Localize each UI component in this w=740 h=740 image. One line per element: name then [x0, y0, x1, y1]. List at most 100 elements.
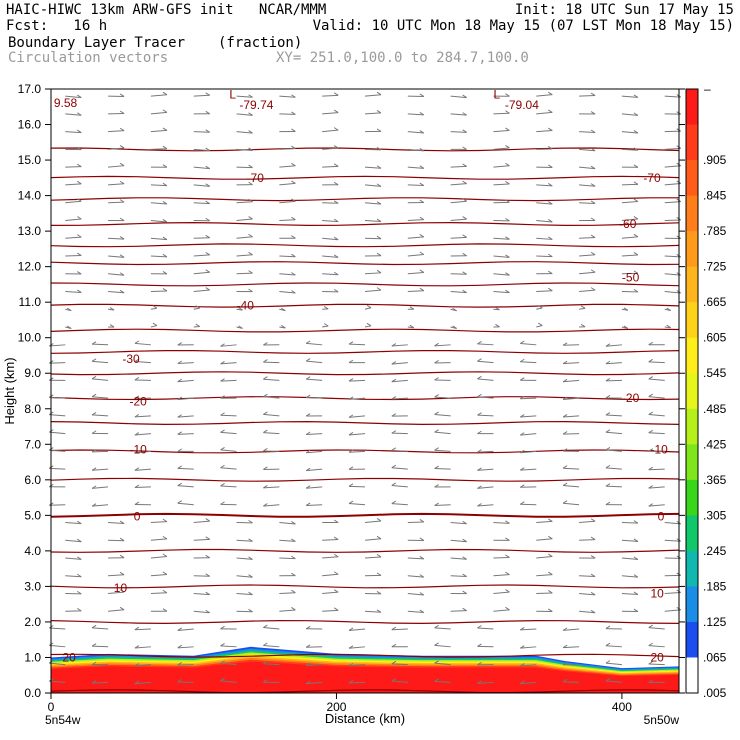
wind-vector: [220, 360, 237, 365]
wind-vector: [348, 679, 366, 684]
wind-vector: [648, 624, 665, 630]
colorbar-label: .125: [703, 615, 727, 629]
wind-vector: [263, 679, 280, 683]
wind-vector-head: [205, 536, 210, 540]
wind-vector-head: [291, 607, 296, 611]
x-tick-label: 200: [326, 700, 346, 714]
wind-vector: [477, 375, 494, 381]
wind-vector-head: [434, 411, 439, 415]
wind-vector-shaft: [477, 343, 494, 346]
wind-vector-head: [134, 626, 140, 631]
wind-vector: [193, 165, 210, 170]
wind-vector: [49, 642, 66, 648]
wind-vector-head: [605, 377, 611, 382]
wind-vector-head: [452, 307, 457, 312]
wind-vector-head: [119, 589, 125, 593]
wind-vector: [391, 500, 408, 506]
wind-vector-shaft: [477, 378, 494, 381]
wind-vector: [65, 520, 82, 525]
wind-vector: [407, 111, 425, 116]
wind-vector-shaft: [322, 112, 339, 115]
wind-vector-head: [562, 644, 568, 649]
y-tick-label: 0.0: [24, 686, 41, 700]
wind-vector-shaft: [493, 273, 510, 276]
wind-vector-shaft: [150, 325, 158, 328]
y-tick-label: 13.0: [18, 224, 42, 238]
wind-vector-head: [119, 180, 125, 185]
x-axis-title: Distance (km): [325, 711, 405, 726]
wind-vector: [407, 165, 425, 169]
wind-vector-shaft: [322, 325, 329, 328]
wind-vector: [150, 127, 168, 133]
wind-vector-head: [263, 466, 268, 470]
wind-vector: [364, 590, 382, 595]
wind-vector-head: [91, 430, 97, 434]
wind-vector-shaft: [364, 538, 382, 541]
wind-vector: [263, 466, 280, 470]
wind-vector: [220, 378, 237, 382]
wind-vector: [193, 92, 210, 97]
wind-vector-shaft: [579, 289, 596, 293]
colorbar-swatch: [686, 160, 698, 197]
wind-vector: [520, 449, 537, 454]
wind-vector: [621, 288, 639, 293]
wind-vector-shaft: [563, 415, 580, 418]
wind-vector-head: [633, 164, 639, 168]
header-valid-time: Valid: 10 UTC Mon 18 May 15 (07 LST Mon …: [312, 18, 734, 34]
wind-vector-head: [391, 396, 397, 400]
wind-vector: [108, 180, 125, 186]
wind-vector-head: [605, 642, 611, 647]
wind-vector: [364, 128, 382, 133]
wind-vector: [65, 556, 82, 560]
wind-vector-shaft: [520, 646, 537, 649]
wind-vector-shaft: [621, 593, 638, 595]
wind-vector: [177, 662, 194, 666]
wind-vector-head: [333, 607, 339, 611]
wind-vector-head: [205, 92, 210, 96]
wind-vector-shaft: [322, 573, 339, 577]
colorbar-label: .785: [703, 224, 727, 238]
contour-label: 0: [658, 509, 665, 523]
colorbar-swatch: [686, 195, 698, 232]
wind-vector-head: [305, 449, 311, 454]
wind-vector: [562, 661, 580, 666]
wind-vector: [150, 305, 158, 310]
wind-vector-head: [505, 162, 510, 167]
wind-vector-shaft: [621, 183, 638, 186]
wind-vector-head: [333, 145, 339, 149]
wind-vector: [493, 272, 510, 276]
wind-vector-shaft: [648, 361, 665, 364]
wind-vector: [193, 183, 210, 187]
wind-vector-head: [391, 643, 397, 648]
wind-vector-head: [134, 680, 140, 685]
wind-vector: [65, 94, 82, 99]
wind-vector-head: [162, 109, 168, 113]
wind-vector-head: [605, 501, 611, 506]
wind-vector-shaft: [193, 593, 210, 596]
wind-vector-head: [505, 110, 510, 114]
wind-vector: [177, 465, 194, 470]
wind-vector: [621, 556, 639, 560]
wind-vector: [279, 538, 296, 542]
wind-vector: [621, 325, 629, 329]
colorbar-label: .305: [703, 508, 727, 522]
wind-vector-head: [648, 411, 653, 415]
wind-vector: [134, 340, 151, 346]
wind-vector-shaft: [407, 271, 424, 275]
wind-vector: [450, 129, 467, 133]
wind-vector-shaft: [220, 379, 237, 382]
wind-vector: [648, 393, 665, 399]
colorbar-label: .065: [703, 650, 727, 664]
wind-vector-shaft: [65, 200, 82, 204]
wind-vector: [322, 236, 339, 241]
wind-vector: [108, 272, 125, 276]
wind-vector-shaft: [407, 219, 424, 221]
wind-vector: [493, 537, 510, 541]
wind-vector: [193, 217, 210, 222]
wind-vector-head: [590, 287, 596, 291]
wind-vector-shaft: [563, 379, 580, 383]
wind-vector: [562, 342, 580, 346]
wind-vector-head: [548, 287, 553, 292]
wind-vector: [664, 324, 671, 329]
wind-vector: [150, 182, 168, 187]
